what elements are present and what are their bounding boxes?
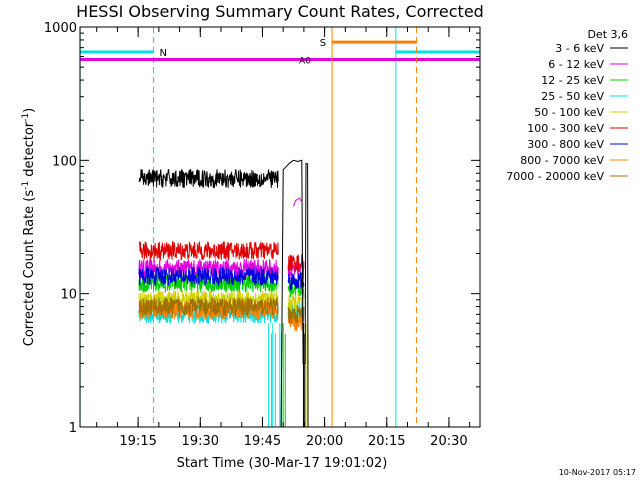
saa-label: S [320, 38, 326, 49]
series-8-segment-0 [138, 168, 279, 188]
series-4-segment-1 [287, 253, 305, 273]
plot-area: N A0 S [79, 27, 481, 428]
y-tick-label-1: 10 [60, 288, 77, 303]
chart-title: HESSI Observing Summary Count Rates, Cor… [76, 2, 484, 21]
series-5-segment-0 [138, 266, 279, 287]
legend-header: Det 3,6 [587, 28, 628, 41]
y-axis-label-close: ) [22, 108, 37, 113]
y-axis-label-main: Corrected Count Rate (s [22, 190, 37, 347]
legend-label-2: 12 - 25 keV [541, 74, 604, 87]
y-axis-label-mid: detector [22, 121, 37, 181]
y-axis-label-exp2: -1 [21, 113, 31, 122]
legend-label-5: 100 - 300 keV [527, 122, 604, 135]
series-5-segment-1 [287, 271, 305, 291]
series-7 [138, 296, 305, 324]
series-8 [138, 168, 279, 188]
x-tick-label-1: 19:30 [182, 434, 219, 449]
y-axis-label: Corrected Count Rate (s-1 detector-1) [21, 108, 37, 346]
legend-label-3: 25 - 50 keV [541, 90, 604, 103]
legend-label-0: 3 - 6 keV [555, 42, 604, 55]
axes: 1 10 100 1000 19:15 19:30 19:45 20:00 20:15 20:30 [44, 21, 480, 449]
y-tick-label-2: 100 [52, 154, 77, 169]
x-tick-label-2: 19:45 [244, 434, 281, 449]
series-6-segment-1 [287, 314, 305, 332]
series-7-segment-1 [287, 305, 305, 324]
magenta-post-gap [293, 197, 303, 207]
series-4 [138, 241, 305, 273]
legend-label-6: 300 - 800 keV [527, 138, 604, 151]
plot-frame [79, 26, 481, 428]
footer-timestamp: 10-Nov-2017 05:17 [559, 468, 636, 477]
dropout-5 [302, 323, 306, 428]
x-tick-label-5: 20:30 [430, 434, 467, 449]
dropout-3 [282, 323, 286, 428]
y-axis-label-exp1: -1 [21, 181, 31, 190]
series-3-segment-1 [287, 293, 305, 313]
x-tick-label-0: 19:15 [119, 434, 156, 449]
y-tick-label-3: 1000 [44, 21, 77, 36]
series-7-segment-0 [138, 296, 279, 318]
series-2-segment-0 [138, 303, 279, 325]
x-tick-label-3: 20:00 [306, 434, 343, 449]
x-axis-label: Start Time (30-Mar-17 19:01:02) [177, 456, 388, 471]
series-4-segment-0 [138, 241, 279, 262]
legend-label-4: 50 - 100 keV [534, 106, 604, 119]
legend: Det 3,63 - 6 keV 6 - 12 keV 12 - 25 keV 25 … [506, 28, 628, 183]
black-post-gap [280, 159, 309, 428]
legend-label-1: 6 - 12 keV [548, 58, 604, 71]
dropout-1 [272, 323, 276, 428]
series-5 [138, 266, 305, 291]
x-tick-label-4: 20:15 [368, 434, 405, 449]
legend-label-8: 7000 - 20000 keV [506, 170, 604, 183]
attenuator-label: A0 [299, 57, 311, 67]
night-label: N [159, 48, 166, 59]
dropout-0 [268, 323, 273, 428]
legend-label-7: 800 - 7000 keV [520, 154, 604, 167]
y-tick-label-0: 1 [69, 421, 77, 436]
